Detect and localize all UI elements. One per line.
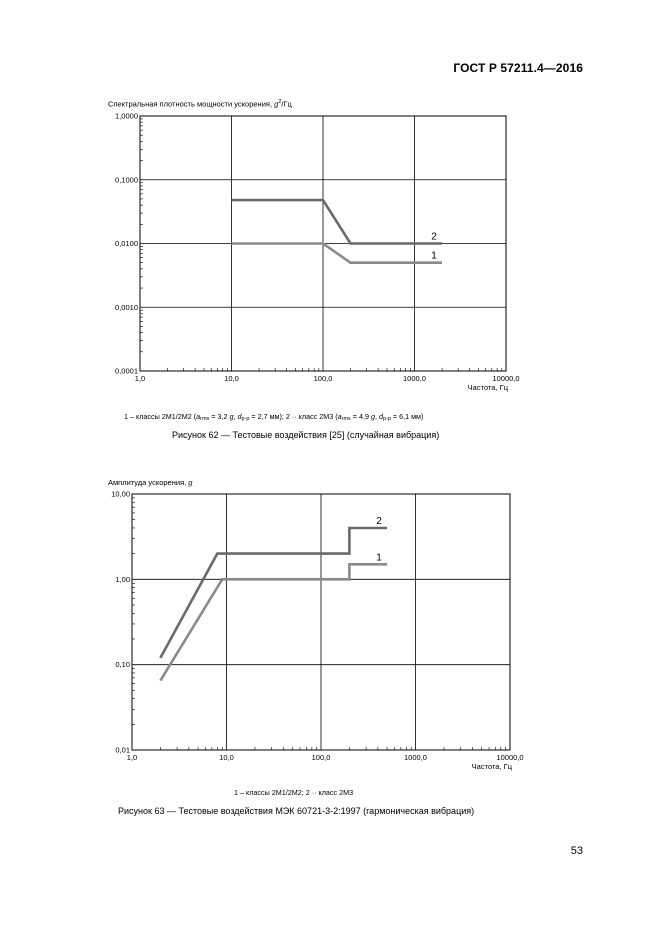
x-tick-label: 10000,0 xyxy=(492,374,519,383)
x-tick-label: 100,0 xyxy=(312,753,331,762)
x-tick-label: 1,0 xyxy=(135,374,145,383)
x-axis-title: Частота, Гц xyxy=(472,762,513,771)
x-tick-label: 1000,0 xyxy=(403,374,426,383)
document-header: ГОСТ Р 57211.4—2016 xyxy=(453,61,583,75)
y-tick-label: 10,00 xyxy=(111,490,130,499)
y-tick-label: 0,0001 xyxy=(115,367,138,376)
x-tick-label: 10000,0 xyxy=(496,753,523,762)
figure63-ylabel: Амплитуда ускорения, g xyxy=(108,478,193,487)
series-2-label: 2 xyxy=(376,516,382,527)
figure62-caption: Рисунок 62 — Тестовые воздействия [25] (… xyxy=(172,430,440,440)
page-number: 53 xyxy=(570,845,583,857)
series-1-label: 1 xyxy=(431,251,437,262)
plot-frame xyxy=(131,493,511,751)
x-tick-label: 100,0 xyxy=(314,374,333,383)
x-tick-label: 1,0 xyxy=(127,753,137,762)
y-tick-label: 0,01 xyxy=(115,746,130,755)
series-2-line xyxy=(159,526,388,659)
x-axis-title: Частота, Гц xyxy=(468,383,509,392)
x-tick-label: 10,0 xyxy=(224,374,239,383)
y-tick-label: 1,00 xyxy=(115,575,130,584)
y-tick-label: 0,0100 xyxy=(115,239,138,248)
series-2-line xyxy=(231,198,442,245)
figure63-legend: 1 – классы 2М1/2М2; 2 ·· класс 2М3 xyxy=(234,788,354,797)
figure62-legend: 1 – классы 2М1/2М2 (arms = 3,2 g, dp-p =… xyxy=(124,412,424,422)
figure63-caption: Рисунок 63 — Тестовые воздействия МЭК 60… xyxy=(118,806,475,816)
series-2-label: 2 xyxy=(431,232,437,243)
series-1-line xyxy=(159,562,388,682)
y-tick-label: 1,0000 xyxy=(115,112,138,121)
plot-frame xyxy=(139,115,507,372)
figure62-ylabel: Спектральная плотность мощности ускорени… xyxy=(108,99,292,109)
y-tick-label: 0,0010 xyxy=(115,303,138,312)
x-tick-label: 10,0 xyxy=(219,753,234,762)
series-1-line xyxy=(231,242,442,265)
figure63-chart: 1,0 10,0 100,0 1000,0 10000,0 0,01 0,10 1,00 10,… xyxy=(111,490,523,772)
x-tick-label: 1000,0 xyxy=(404,753,427,762)
y-tick-label: 0,10 xyxy=(115,660,130,669)
series-1-label: 1 xyxy=(376,552,382,563)
y-tick-label: 0,1000 xyxy=(115,175,138,184)
